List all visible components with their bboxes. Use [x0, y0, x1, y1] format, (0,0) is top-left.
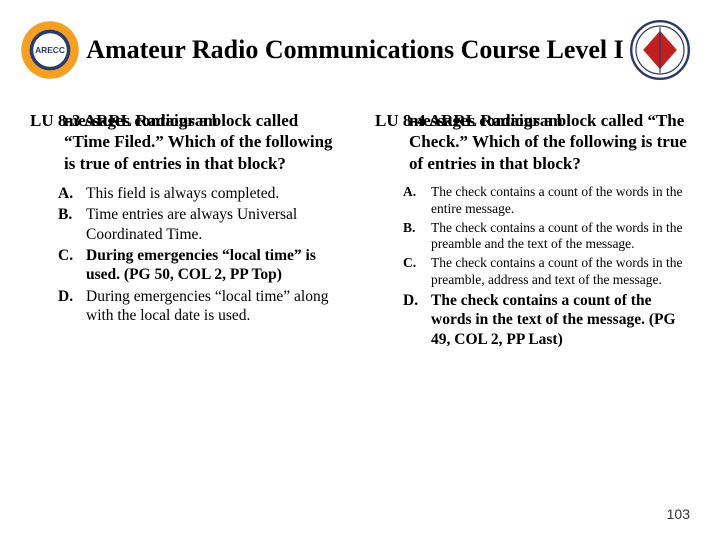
option-text: Time entries are always Universal Coordi… — [86, 205, 345, 244]
option-right-c: C. The check contains a count of the wor… — [403, 255, 690, 289]
option-letter: A. — [58, 184, 86, 203]
option-text: During emergencies “local time” along wi… — [86, 287, 345, 326]
question-left: LU 8-3 ARRL Radiogram messages contains … — [30, 110, 345, 351]
option-letter: D. — [403, 291, 431, 310]
option-letter: B. — [58, 205, 86, 224]
options-left: A. This field is always completed. B. Ti… — [30, 184, 345, 326]
options-right: A. The check contains a count of the wor… — [375, 184, 690, 349]
option-letter: C. — [58, 246, 86, 265]
arecc-logo-icon: ARECC — [20, 20, 80, 80]
ares-logo-icon — [630, 20, 690, 80]
page-number: 103 — [667, 506, 690, 522]
option-left-b: B. Time entries are always Universal Coo… — [58, 205, 345, 244]
option-text: During emergencies “local time” is used.… — [86, 246, 345, 285]
option-letter: A. — [403, 184, 431, 201]
option-left-d: D. During emergencies “local time” along… — [58, 287, 345, 326]
question-stem-left: LU 8-3 ARRL Radiogram messages contains … — [30, 110, 345, 174]
option-left-c: C. During emergencies “local time” is us… — [58, 246, 345, 285]
question-right: LU 8-4 ARRL Radiogram messages contains … — [375, 110, 690, 351]
option-letter: D. — [58, 287, 86, 306]
question-body-right: messages contains a block called “The Ch… — [375, 110, 690, 174]
option-right-b: B. The check contains a count of the wor… — [403, 220, 690, 254]
question-body-left: messages contains a block called “Time F… — [30, 110, 345, 174]
header: ARECC Amateur Radio Communications Cours… — [0, 0, 720, 90]
page-title: Amateur Radio Communications Course Leve… — [80, 35, 630, 65]
option-right-a: A. The check contains a count of the wor… — [403, 184, 690, 218]
option-text: The check contains a count of the words … — [431, 255, 690, 289]
option-letter: B. — [403, 220, 431, 237]
option-left-a: A. This field is always completed. — [58, 184, 345, 203]
option-text: This field is always completed. — [86, 184, 345, 203]
option-letter: C. — [403, 255, 431, 272]
option-text: The check contains a count of the words … — [431, 184, 690, 218]
option-text: The check contains a count of the words … — [431, 220, 690, 254]
option-right-d: D. The check contains a count of the wor… — [403, 291, 690, 349]
svg-text:ARECC: ARECC — [35, 45, 65, 55]
question-stem-right: LU 8-4 ARRL Radiogram messages contains … — [375, 110, 690, 174]
content-columns: LU 8-3 ARRL Radiogram messages contains … — [0, 90, 720, 361]
option-text: The check contains a count of the words … — [431, 291, 690, 349]
